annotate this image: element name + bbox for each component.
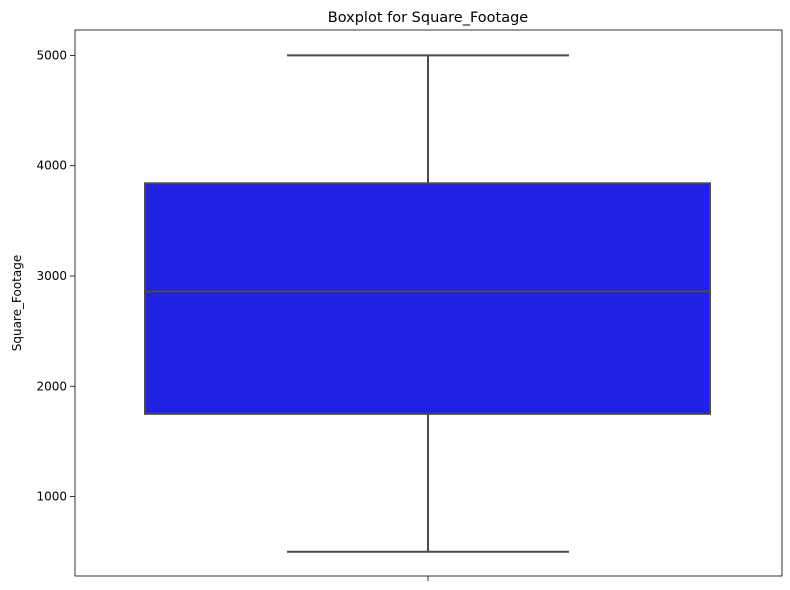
y-tick-label: 4000 — [36, 159, 67, 173]
y-axis-label: Square_Footage — [10, 255, 24, 351]
y-tick-label: 2000 — [36, 379, 67, 393]
y-axis: 1000 2000 3000 4000 5000 — [36, 48, 75, 504]
iqr-box — [144, 182, 711, 415]
y-tick-label: 1000 — [36, 490, 67, 504]
y-tick-label: 5000 — [36, 48, 67, 62]
y-tick-label: 3000 — [36, 269, 67, 283]
plot-area-frame — [74, 29, 783, 577]
chart-title: Boxplot for Square_Footage — [328, 10, 529, 26]
box-layer — [144, 54, 711, 553]
